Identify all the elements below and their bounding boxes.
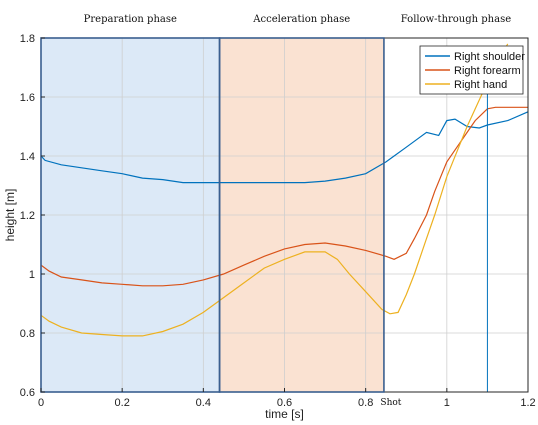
y-tick-label: 1.8 <box>20 33 35 45</box>
y-tick-label: 1.2 <box>20 210 35 222</box>
phase-outline-1 <box>218 37 385 393</box>
x-tick-label: 1.2 <box>520 397 535 409</box>
y-tick-label: 1.6 <box>20 92 35 104</box>
x-tick-label: 0 <box>38 397 44 409</box>
y-tick-label: 1.4 <box>20 151 35 163</box>
x-tick-label: 0.8 <box>358 397 373 409</box>
x-tick-label: 0.2 <box>115 397 130 409</box>
series-lines <box>40 43 529 337</box>
x-tick-label: 0.6 <box>277 397 292 409</box>
x-axis-ticks: 0 0.2 0.4 0.6 0.8 1 1.2 <box>38 388 536 409</box>
phase-labels: Preparation phase Acceleration phase Follo… <box>84 14 512 25</box>
grid-lines <box>41 38 528 392</box>
shot-label: Shot <box>380 398 401 408</box>
phase-label-1: Acceleration phase <box>252 14 350 25</box>
x-tick-label: 1 <box>444 397 450 409</box>
legend-label-0: Right shoulder <box>454 51 525 63</box>
phase-label-2: Follow-through phase <box>401 14 511 25</box>
series-line-0 <box>40 111 529 184</box>
legend-label-1: Right forearm <box>454 65 521 77</box>
y-tick-label: 1 <box>29 269 35 281</box>
legend-label-2: Right hand <box>454 79 507 91</box>
x-tick-label: 0.4 <box>196 397 211 409</box>
series-line-1 <box>40 106 528 287</box>
y-tick-label: 0.8 <box>20 328 35 340</box>
y-axis-label: height [m] <box>3 189 17 242</box>
y-tick-label: 0.6 <box>20 387 35 399</box>
phase-label-0: Preparation phase <box>84 14 177 25</box>
y-axis-ticks: 0.6 0.8 1 1.2 1.4 1.6 1.8 <box>20 33 45 399</box>
legend: Right shoulder Right forearm Right hand <box>419 45 525 95</box>
x-axis-label: time [s] <box>265 407 304 421</box>
series-line-2 <box>40 43 509 337</box>
